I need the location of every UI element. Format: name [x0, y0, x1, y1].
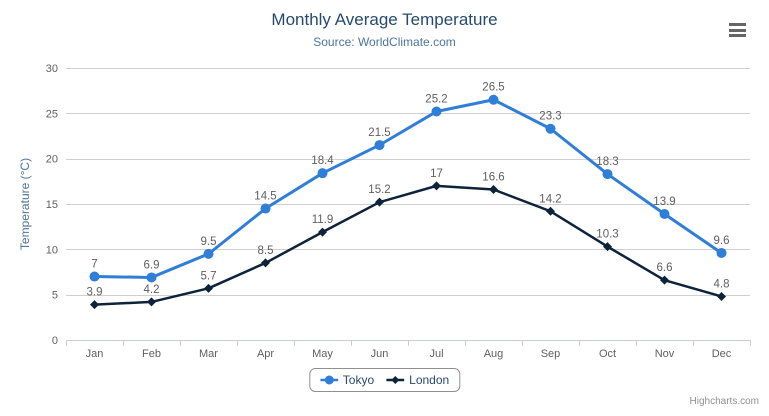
data-label: 21.5: [368, 127, 390, 139]
marker-tokyo[interactable]: [488, 94, 499, 105]
y-axis-tick-label: 15: [46, 199, 58, 211]
data-label: 14.2: [539, 193, 561, 205]
x-axis-tick-label: Sep: [541, 348, 561, 360]
data-label: 10.3: [596, 229, 618, 241]
y-axis-tick-label: 5: [52, 290, 58, 302]
credits-link[interactable]: Highcharts.com: [689, 396, 759, 407]
data-label: 18.3: [596, 156, 618, 168]
x-axis-tick-label: Feb: [142, 348, 161, 360]
marker-tokyo[interactable]: [716, 247, 727, 258]
data-label: 3.9: [87, 287, 103, 299]
marker-london[interactable]: [261, 258, 270, 268]
data-label: 16.6: [482, 171, 504, 183]
x-axis-tick-label: Oct: [599, 348, 616, 360]
x-axis-tick-label: Apr: [257, 348, 274, 360]
marker-tokyo[interactable]: [659, 208, 670, 219]
chart-title: Monthly Average Temperature: [271, 10, 498, 29]
x-axis-tick-label: Jun: [371, 348, 389, 360]
y-axis-tick-label: 30: [46, 63, 58, 75]
x-axis-tick-label: Nov: [655, 348, 675, 360]
marker-london[interactable]: [375, 197, 384, 207]
legend-marker-london: [386, 376, 405, 384]
x-axis-tick-label: Jan: [86, 348, 104, 360]
marker-london[interactable]: [489, 184, 498, 194]
y-axis-tick-label: 25: [46, 108, 58, 120]
series-line-tokyo: [93, 98, 723, 279]
data-label: 4.8: [714, 278, 730, 290]
legend-marker-tokyo: [319, 375, 338, 385]
data-label: 8.5: [258, 245, 274, 257]
marker-london[interactable]: [603, 242, 612, 252]
marker-london[interactable]: [660, 275, 669, 285]
legend-item-tokyo[interactable]: Tokyo: [319, 373, 375, 387]
marker-tokyo[interactable]: [146, 272, 157, 283]
marker-london[interactable]: [147, 297, 156, 307]
x-axis-tick-label: Mar: [199, 348, 218, 360]
marker-london[interactable]: [432, 181, 441, 191]
x-axis-tick-label: Dec: [712, 348, 732, 360]
hamburger-icon: [729, 34, 746, 37]
x-axis-tick-label: May: [312, 348, 333, 360]
marker-london[interactable]: [90, 300, 99, 310]
data-label: 25.2: [425, 94, 447, 106]
marker-london[interactable]: [204, 283, 213, 293]
chart-subtitle: Source: WorldClimate.com: [313, 35, 456, 49]
marker-london[interactable]: [717, 291, 726, 301]
marker-tokyo[interactable]: [89, 271, 100, 282]
x-axis-tick-label: Aug: [484, 348, 504, 360]
marker-tokyo[interactable]: [317, 168, 328, 179]
hamburger-icon: [729, 28, 746, 32]
y-axis-tick-label: 0: [52, 335, 58, 347]
marker-tokyo[interactable]: [431, 106, 442, 117]
data-label: 4.2: [144, 284, 160, 296]
data-label: 26.5: [482, 82, 504, 94]
data-label: 15.2: [368, 184, 390, 196]
data-label: 23.3: [539, 111, 561, 123]
data-label: 9.5: [201, 236, 217, 248]
x-axis-tick-label: Jul: [429, 348, 443, 360]
legend-label: Tokyo: [342, 373, 375, 387]
data-label: 9.6: [714, 235, 730, 247]
marker-london[interactable]: [318, 227, 327, 237]
data-label: 11.9: [312, 214, 334, 226]
data-label: 7: [91, 259, 97, 271]
data-label: 6.6: [657, 262, 673, 274]
marker-tokyo[interactable]: [374, 140, 385, 151]
context-menu-button[interactable]: [725, 19, 750, 41]
data-label: 6.9: [144, 259, 160, 271]
data-label: 14.5: [254, 191, 276, 203]
y-axis-tick-label: 20: [46, 154, 58, 166]
data-label: 13.9: [653, 196, 675, 208]
marker-london[interactable]: [546, 206, 555, 216]
marker-tokyo[interactable]: [602, 169, 613, 180]
data-label: 18.4: [311, 155, 334, 167]
marker-tokyo[interactable]: [203, 248, 214, 259]
marker-tokyo[interactable]: [260, 203, 271, 214]
legend-label: London: [409, 373, 450, 387]
marker-tokyo[interactable]: [545, 123, 556, 134]
legend-item-london[interactable]: London: [386, 373, 449, 387]
data-label: 17: [430, 168, 443, 180]
hamburger-icon: [729, 23, 746, 26]
data-label: 5.7: [201, 270, 217, 282]
y-axis-tick-label: 10: [46, 244, 58, 256]
series-line-london: [93, 184, 723, 306]
legend: Tokyo London: [308, 368, 461, 392]
